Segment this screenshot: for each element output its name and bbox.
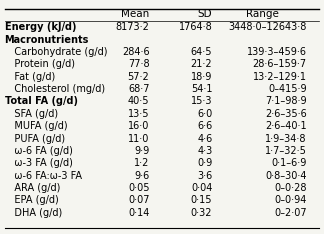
Text: 0·04: 0·04: [191, 183, 212, 193]
Text: 9·6: 9·6: [134, 171, 149, 181]
Text: 15·3: 15·3: [191, 96, 212, 106]
Text: MUFA (g/d): MUFA (g/d): [5, 121, 67, 131]
Text: 7·1–98·9: 7·1–98·9: [265, 96, 307, 106]
Text: 9·9: 9·9: [134, 146, 149, 156]
Text: 68·7: 68·7: [128, 84, 149, 94]
Text: DHA (g/d): DHA (g/d): [5, 208, 62, 218]
Text: 28·6–159·7: 28·6–159·7: [253, 59, 307, 69]
Text: 2·6–35·6: 2·6–35·6: [265, 109, 307, 119]
Text: 6·0: 6·0: [197, 109, 212, 119]
Text: 54·1: 54·1: [191, 84, 212, 94]
Text: 77·8: 77·8: [128, 59, 149, 69]
Text: Range: Range: [246, 10, 278, 19]
Text: Macronutrients: Macronutrients: [5, 35, 89, 45]
Text: 0–2·07: 0–2·07: [274, 208, 307, 218]
Text: 0·1–6·9: 0·1–6·9: [272, 158, 307, 168]
Text: 0–0·94: 0–0·94: [274, 195, 307, 205]
Text: ω-3 FA (g/d): ω-3 FA (g/d): [5, 158, 73, 168]
Text: 57·2: 57·2: [128, 72, 149, 82]
Text: ARA (g/d): ARA (g/d): [5, 183, 60, 193]
Text: 1·9–34·8: 1·9–34·8: [265, 134, 307, 143]
Text: 0–0·28: 0–0·28: [274, 183, 307, 193]
Text: Total FA (g/d): Total FA (g/d): [5, 96, 78, 106]
Text: ω-6 FA:ω-3 FA: ω-6 FA:ω-3 FA: [5, 171, 82, 181]
Text: PUFA (g/d): PUFA (g/d): [5, 134, 65, 143]
Text: 0·14: 0·14: [128, 208, 149, 218]
Text: 21·2: 21·2: [191, 59, 212, 69]
Text: 13·5: 13·5: [128, 109, 149, 119]
Text: 0·32: 0·32: [191, 208, 212, 218]
Text: 0–415·9: 0–415·9: [268, 84, 307, 94]
Text: 3448·0–12643·8: 3448·0–12643·8: [228, 22, 307, 33]
Text: ω-6 FA (g/d): ω-6 FA (g/d): [5, 146, 73, 156]
Text: 1·7–32·5: 1·7–32·5: [265, 146, 307, 156]
Text: 1·2: 1·2: [134, 158, 149, 168]
Text: 8173·2: 8173·2: [116, 22, 149, 33]
Text: 0·15: 0·15: [191, 195, 212, 205]
Text: 3·6: 3·6: [197, 171, 212, 181]
Text: EPA (g/d): EPA (g/d): [5, 195, 58, 205]
Text: Mean: Mean: [121, 10, 149, 19]
Text: 18·9: 18·9: [191, 72, 212, 82]
Text: 6·6: 6·6: [197, 121, 212, 131]
Text: 16·0: 16·0: [128, 121, 149, 131]
Text: 2·6–40·1: 2·6–40·1: [265, 121, 307, 131]
Text: SD: SD: [198, 10, 212, 19]
Text: 11·0: 11·0: [128, 134, 149, 143]
Text: 64·5: 64·5: [191, 47, 212, 57]
Text: 4·6: 4·6: [197, 134, 212, 143]
Text: SFA (g/d): SFA (g/d): [5, 109, 58, 119]
Text: Carbohydrate (g/d): Carbohydrate (g/d): [5, 47, 107, 57]
Text: 0·9: 0·9: [197, 158, 212, 168]
Text: Protein (g/d): Protein (g/d): [5, 59, 75, 69]
Text: 0·07: 0·07: [128, 195, 149, 205]
Text: 0·8–30·4: 0·8–30·4: [265, 171, 307, 181]
Text: Energy (kJ/d): Energy (kJ/d): [5, 22, 76, 33]
Text: 1764·8: 1764·8: [179, 22, 212, 33]
Text: 139·3–459·6: 139·3–459·6: [247, 47, 307, 57]
Text: Cholesterol (mg/d): Cholesterol (mg/d): [5, 84, 105, 94]
Text: Fat (g/d): Fat (g/d): [5, 72, 55, 82]
Text: 4·3: 4·3: [197, 146, 212, 156]
Text: 284·6: 284·6: [122, 47, 149, 57]
Text: 40·5: 40·5: [128, 96, 149, 106]
Text: 13·2–129·1: 13·2–129·1: [253, 72, 307, 82]
Text: 0·05: 0·05: [128, 183, 149, 193]
